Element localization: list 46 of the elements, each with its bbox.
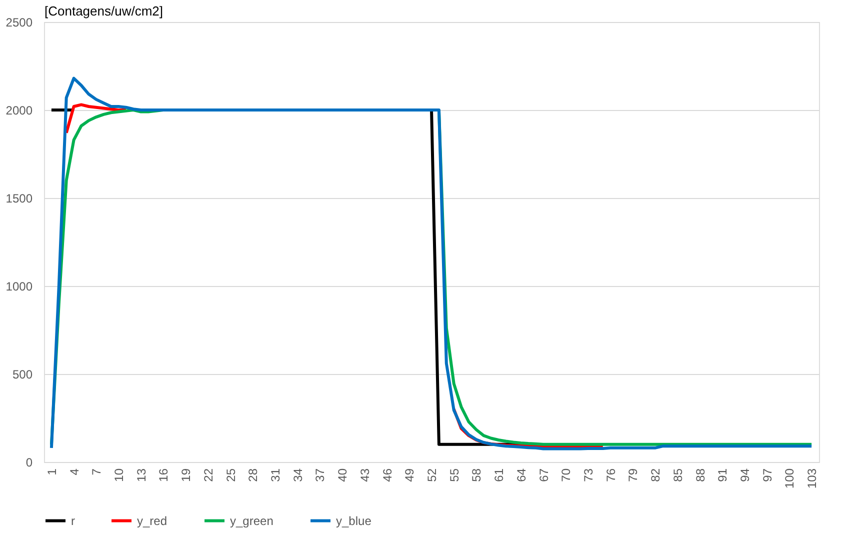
y-tick-label: 1000 [6, 280, 33, 294]
legend-label: y_red [137, 514, 168, 528]
x-tick-label: 64 [514, 468, 528, 482]
x-tick-label: 1 [44, 468, 59, 476]
x-tick-label: 103 [805, 468, 820, 489]
x-tick-label: 76 [604, 468, 618, 482]
x-tick-label: 28 [246, 468, 260, 482]
x-tick-label: 13 [134, 468, 148, 482]
x-tick-label: 37 [313, 468, 328, 482]
x-tick-label: 73 [581, 468, 596, 482]
x-tick-label: 58 [470, 468, 484, 482]
x-tick-label: 97 [760, 468, 774, 482]
y-axis-title: [Contagens/uw/cm2] [44, 4, 164, 18]
y-tick-label: 2000 [6, 104, 33, 118]
x-tick-label: 79 [626, 468, 640, 482]
legend-label: y_green [230, 514, 274, 528]
x-tick-label: 7 [90, 468, 104, 476]
y-tick-label: 1500 [6, 192, 33, 206]
y-tick-label: 2500 [6, 16, 33, 30]
x-tick-label: 34 [290, 468, 305, 482]
x-tick-label: 16 [156, 468, 171, 482]
legend-label: y_blue [336, 514, 372, 528]
x-tick-label: 19 [179, 468, 194, 482]
x-tick-label: 100 [782, 468, 797, 489]
x-tick-label: 52 [425, 468, 439, 482]
x-tick-label: 85 [670, 468, 685, 482]
x-tick-label: 22 [201, 468, 216, 482]
x-tick-label: 25 [224, 468, 238, 482]
x-tick-label: 67 [536, 468, 551, 482]
x-tick-label: 40 [336, 468, 350, 482]
y-tick-label: 0 [26, 456, 33, 470]
x-tick-label: 88 [693, 468, 708, 482]
x-tick-label: 82 [648, 468, 663, 482]
x-tick-label: 46 [380, 468, 394, 482]
x-tick-label: 61 [492, 468, 506, 482]
y-tick-label: 500 [12, 368, 33, 382]
x-tick-label: 55 [447, 468, 462, 482]
legend-label: r [71, 514, 75, 528]
x-tick-label: 43 [358, 468, 372, 482]
x-tick-label: 49 [402, 468, 417, 482]
x-tick-label: 70 [559, 468, 574, 482]
x-tick-label: 94 [738, 468, 752, 482]
x-tick-label: 10 [112, 468, 126, 482]
x-tick-label: 31 [268, 468, 283, 482]
x-tick-label: 4 [67, 468, 82, 476]
x-tick-label: 91 [716, 468, 730, 482]
